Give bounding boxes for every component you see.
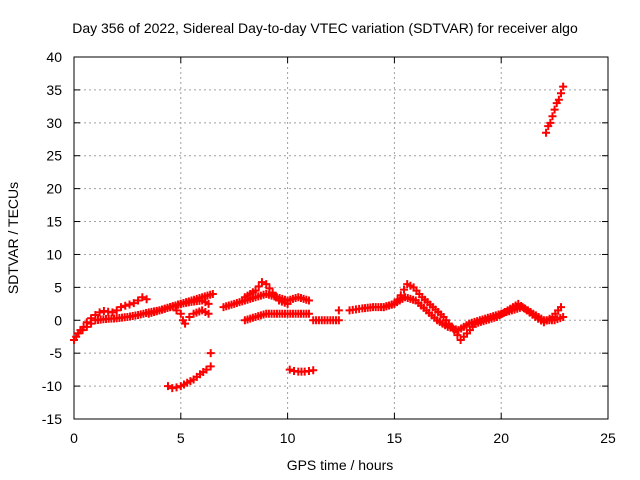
data-point (206, 362, 215, 371)
data-point (208, 289, 217, 298)
x-tick-label: 5 (177, 430, 185, 446)
x-tick-label: 25 (600, 430, 616, 446)
data-point (334, 306, 343, 315)
y-tick-label: 10 (46, 246, 62, 262)
x-axis-label: GPS time / hours (287, 457, 394, 473)
data-point (265, 284, 274, 293)
data-points (70, 82, 568, 393)
grid (74, 57, 608, 419)
plot-frame (73, 56, 609, 420)
y-tick-label: 0 (54, 312, 62, 328)
data-point (557, 89, 566, 98)
x-tick-labels: 0 5 10 15 20 25 (70, 430, 616, 446)
data-point (82, 322, 91, 331)
data-point (559, 82, 568, 91)
data-point (176, 309, 185, 318)
data-point (304, 309, 313, 318)
data-point (204, 309, 213, 318)
data-point (542, 128, 551, 137)
data-point (309, 366, 318, 375)
data-point (125, 300, 134, 309)
data-point (204, 299, 213, 308)
data-point (550, 105, 559, 114)
y-tick-label: 15 (46, 214, 62, 230)
data-point (554, 95, 563, 104)
y-tick-label: -15 (42, 411, 62, 427)
data-point (95, 308, 104, 317)
data-point (304, 296, 313, 305)
data-point (185, 312, 194, 321)
y-tick-label: -5 (50, 345, 63, 361)
data-point (112, 306, 121, 315)
data-point (87, 319, 96, 328)
x-tick-label: 20 (493, 430, 509, 446)
axis-ticks (73, 56, 609, 420)
y-axis-label: SDTVAR / TECUs (5, 182, 21, 294)
data-point (559, 312, 568, 321)
y-tick-label: 35 (46, 82, 62, 98)
data-point (202, 365, 211, 374)
data-point (251, 286, 260, 295)
y-tick-label: 20 (46, 181, 62, 197)
y-tick-label: -10 (42, 378, 62, 394)
data-point (285, 365, 294, 374)
x-tick-label: 0 (70, 430, 78, 446)
data-point (283, 299, 292, 308)
data-point (172, 383, 181, 392)
data-point (142, 295, 151, 304)
data-point (129, 299, 138, 308)
data-point (78, 326, 87, 335)
data-point (108, 308, 117, 317)
data-point (400, 285, 409, 294)
data-point (172, 306, 181, 315)
y-tick-label: 5 (54, 279, 62, 295)
data-point (121, 301, 130, 310)
data-point (116, 303, 125, 312)
data-point (74, 329, 83, 338)
data-point (262, 280, 271, 289)
data-point (257, 278, 266, 287)
y-tick-label: 25 (46, 148, 62, 164)
y-tick-label: 30 (46, 115, 62, 131)
x-tick-label: 15 (387, 430, 403, 446)
data-point (206, 349, 215, 358)
data-point (557, 303, 566, 312)
data-point (181, 319, 190, 328)
data-point (254, 282, 263, 291)
chart-title: Day 356 of 2022, Sidereal Day-to-day VTE… (72, 20, 578, 36)
y-tick-labels: -15 -10 -5 0 5 10 15 20 25 30 35 40 (42, 49, 62, 427)
y-tick-label: 40 (46, 49, 62, 65)
data-point (548, 112, 557, 121)
data-point (138, 293, 147, 302)
data-point (163, 382, 172, 391)
x-tick-label: 10 (280, 430, 296, 446)
data-point (309, 316, 318, 325)
data-point (134, 296, 143, 305)
data-point (546, 118, 555, 127)
data-point (453, 331, 462, 340)
